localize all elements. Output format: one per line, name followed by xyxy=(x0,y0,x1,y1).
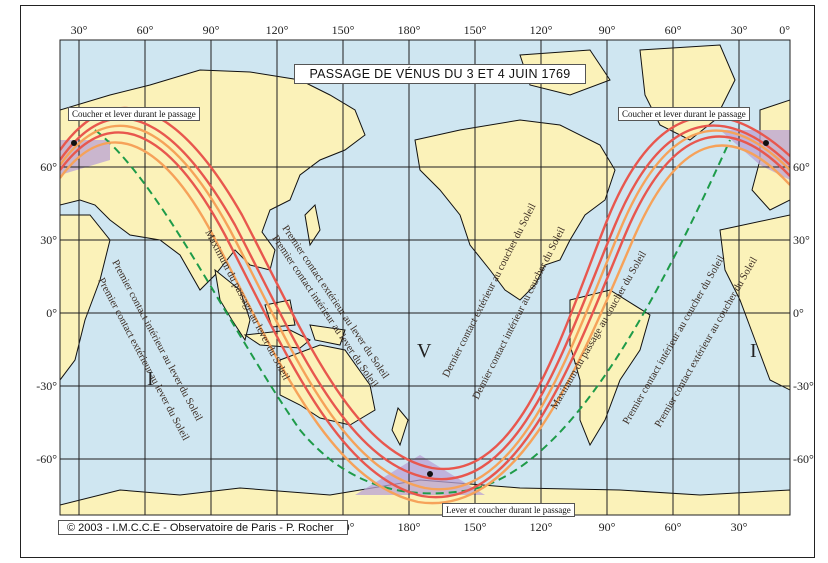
point-bottom xyxy=(427,471,433,477)
point-top-left xyxy=(71,140,77,146)
lon-tick-top: 120° xyxy=(266,23,289,37)
dashed-maximum-curve xyxy=(94,129,731,495)
lon-tick-bottom: 60° xyxy=(665,520,682,534)
lon-tick-bottom: 120° xyxy=(530,520,553,534)
copyright-box: © 2003 - I.M.C.C.E - Observatoire de Par… xyxy=(58,520,348,535)
lat-tick-left: 0° xyxy=(46,306,57,320)
map-title: PASSAGE DE VÉNUS DU 3 ET 4 JUIN 1769 xyxy=(294,64,586,84)
land-newguinea xyxy=(309,324,346,346)
lon-tick-bottom: 150° xyxy=(464,520,487,534)
lat-tick-left: -30° xyxy=(36,379,57,393)
right-latitude-ticks: 60° 30° 0° -30° -60° xyxy=(793,160,814,466)
lat-tick-left: 30° xyxy=(40,233,57,247)
lat-tick-right: 30° xyxy=(793,233,810,247)
top-longitude-ticks: 30° 60° 90° 120° 150° 180° 150° 120° 90°… xyxy=(71,23,791,37)
land-japan xyxy=(304,203,321,247)
zone-label-left: I xyxy=(147,368,154,390)
land-eurasia xyxy=(60,69,366,291)
lon-tick-top: 150° xyxy=(464,23,487,37)
curve-orange-2 xyxy=(60,141,790,505)
lat-tick-right: -60° xyxy=(793,452,814,466)
curve-red-1 xyxy=(60,117,790,481)
lon-tick-bottom: 30° xyxy=(731,520,748,534)
lon-tick-top: 120° xyxy=(530,23,553,37)
lon-tick-top: 90° xyxy=(599,23,616,37)
lat-tick-right: 60° xyxy=(793,160,810,174)
lon-tick-top: 60° xyxy=(665,23,682,37)
land-newzealand xyxy=(391,406,409,447)
point-top-right xyxy=(763,140,769,146)
lon-tick-bottom: 90° xyxy=(599,520,616,534)
left-latitude-ticks: 60° 30° 0° -30° -60° xyxy=(36,160,57,466)
lon-tick-top: 0° xyxy=(779,23,790,37)
lon-tick-top: 150° xyxy=(332,23,355,37)
lon-tick-top: 180° xyxy=(398,23,421,37)
lon-tick-top: 90° xyxy=(203,23,220,37)
curve-red-3 xyxy=(60,106,790,471)
zone-label-center: V xyxy=(417,340,432,362)
land-africa-right xyxy=(719,214,790,391)
note-bottom: Lever et coucher durant le passage xyxy=(442,503,575,517)
land-africa-left xyxy=(60,214,111,381)
lat-tick-right: -30° xyxy=(793,379,814,393)
lat-tick-left: -60° xyxy=(36,452,57,466)
lon-tick-top: 30° xyxy=(731,23,748,37)
zone-label-right: I xyxy=(750,340,757,362)
curve-red-2 xyxy=(60,131,790,499)
curve-orange-1 xyxy=(60,124,790,491)
lat-tick-left: 60° xyxy=(40,160,57,174)
lon-tick-top: 60° xyxy=(137,23,154,37)
lon-tick-top: 30° xyxy=(71,23,88,37)
note-top-right: Coucher et lever durant le passage xyxy=(618,107,750,121)
lat-tick-right: 0° xyxy=(793,306,804,320)
note-top-left: Coucher et lever durant le passage xyxy=(68,107,200,121)
lon-tick-bottom: 180° xyxy=(398,520,421,534)
land-north-america xyxy=(414,119,616,301)
